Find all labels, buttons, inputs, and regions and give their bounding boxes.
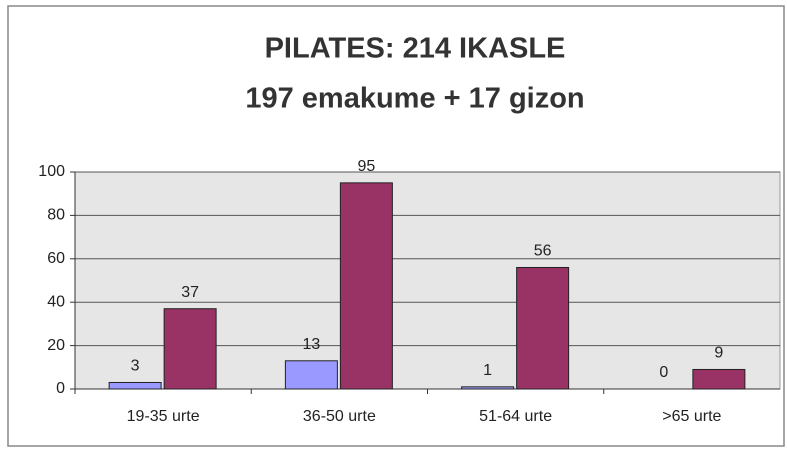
data-label: 56	[534, 243, 552, 260]
bar	[108, 381, 162, 390]
x-tick-label: 36-50 urte	[303, 408, 376, 425]
data-label: 37	[181, 284, 199, 301]
x-tick-label: 19-35 urte	[127, 408, 200, 425]
bar	[461, 386, 515, 390]
data-label: 1	[483, 362, 492, 379]
bar	[284, 360, 338, 390]
x-tick-label: >65 urte	[662, 408, 721, 425]
chart-subtitle: 197 emakume + 17 gizon	[245, 83, 584, 115]
data-label: 9	[714, 345, 723, 362]
y-tick-label: 60	[47, 250, 65, 267]
y-tick-label: 0	[56, 380, 65, 397]
chart-title: PILATES: 214 IKASLE	[265, 33, 566, 65]
y-tick-label: 80	[47, 207, 65, 224]
data-label: 0	[659, 364, 668, 381]
y-tick-label: 100	[38, 163, 65, 180]
data-label: 95	[357, 158, 375, 175]
y-tick-label: 40	[47, 293, 65, 310]
data-label: 13	[302, 336, 320, 353]
bar	[692, 368, 746, 390]
chart-frame	[7, 5, 785, 447]
x-tick-label: 51-64 urte	[479, 408, 552, 425]
y-tick-label: 20	[47, 337, 65, 354]
data-label: 3	[131, 358, 140, 375]
bar	[516, 266, 570, 390]
bar	[339, 182, 393, 390]
bar	[163, 308, 217, 390]
